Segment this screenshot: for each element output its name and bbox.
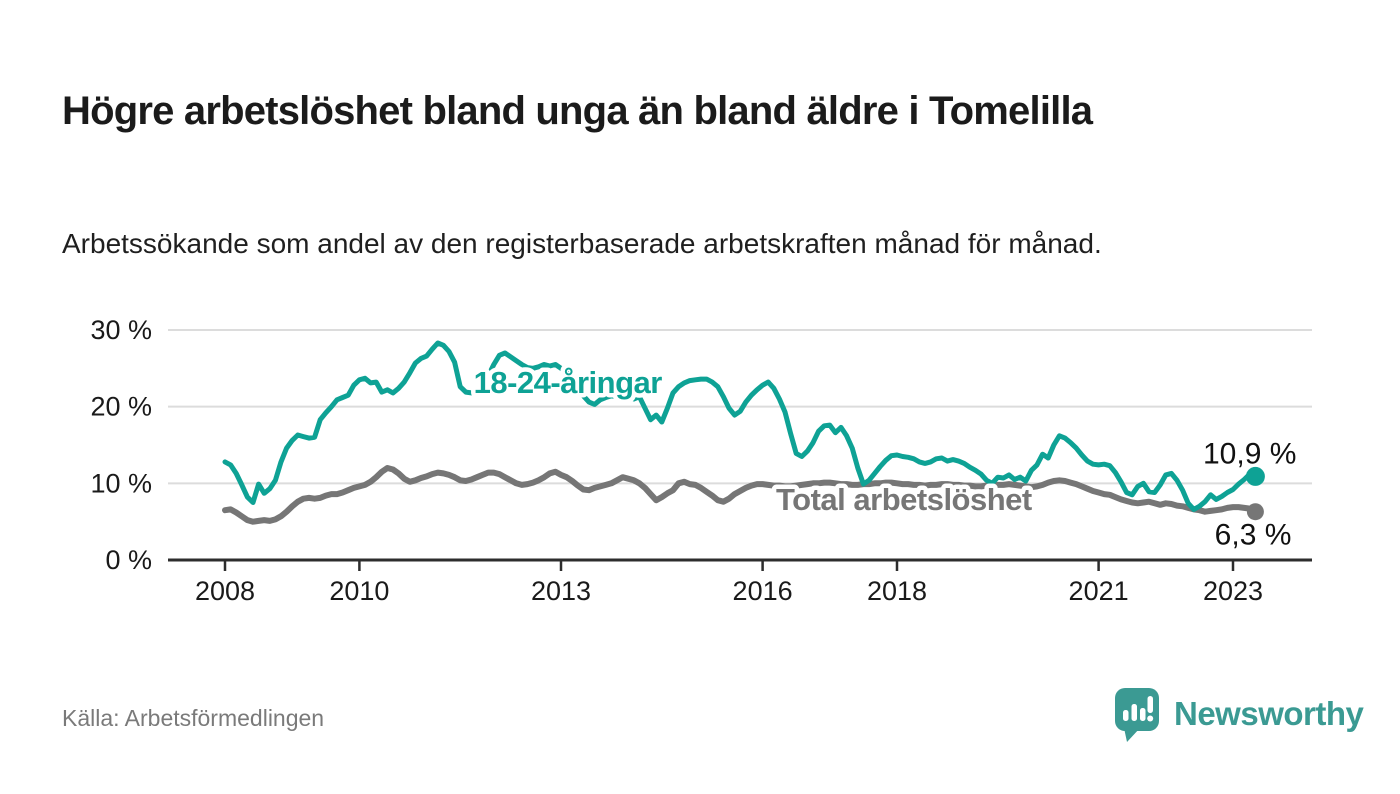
page-title: Högre arbetslöshet bland unga än bland ä… (62, 88, 1093, 133)
x-axis-label-2021: 2021 (1069, 576, 1129, 606)
y-axis-label-10: 10 % (90, 468, 152, 498)
newsworthy-bubble-chart-icon (1115, 687, 1159, 742)
line-18-24-åringar (222, 340, 1258, 512)
y-axis-label-0: 0 % (105, 545, 152, 575)
x-axis-label-2008: 2008 (195, 576, 255, 606)
y-axis-label-30: 30 % (90, 315, 152, 345)
x-axis-label-2010: 2010 (329, 576, 389, 606)
series-label-Total arbetslöshet: Total arbetslöshet (776, 482, 1032, 517)
line-Total arbetslöshet (222, 465, 1259, 525)
series-label-18-24-åringar: 18-24-åringar (474, 365, 663, 400)
source-note: Källa: Arbetsförmedlingen (62, 705, 325, 731)
x-axis-label-2013: 2013 (531, 576, 591, 606)
end-dot-18-24-åringar (1245, 466, 1265, 486)
x-axis-label-2016: 2016 (733, 576, 793, 606)
end-value-label-Total arbetslöshet: 6,3 % (1215, 519, 1292, 552)
y-axis-label-20: 20 % (90, 392, 152, 422)
x-axis-label-2018: 2018 (867, 576, 927, 606)
page-subtitle: Arbetssökande som andel av den registerb… (62, 228, 1102, 259)
end-value-label-18-24-åringar: 10,9 % (1203, 437, 1296, 470)
newsworthy-wordmark: Newsworthy (1174, 695, 1364, 732)
end-dot-Total arbetslöshet (1246, 503, 1264, 521)
x-axis-label-2023: 2023 (1203, 576, 1263, 606)
newsworthy-logo: Newsworthy (1112, 684, 1364, 744)
